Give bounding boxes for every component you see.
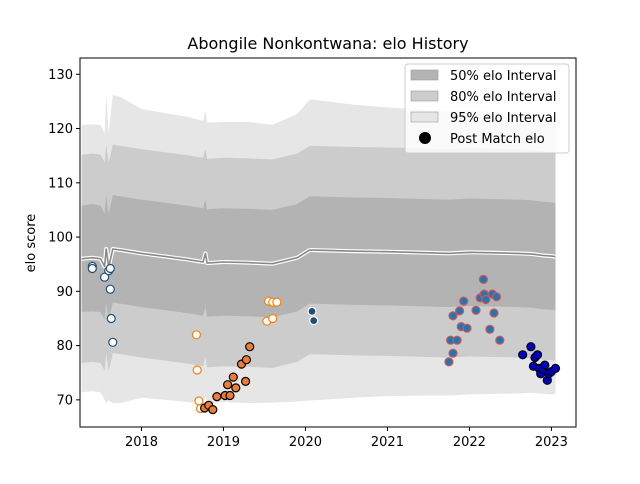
x-tick-label: 2020	[289, 435, 322, 450]
x-tick-label: 2023	[535, 435, 568, 450]
legend-swatch	[410, 69, 439, 81]
data-point	[491, 292, 502, 302]
data-point	[192, 365, 202, 375]
legend-label: 80% elo Interval	[450, 90, 557, 105]
legend-box	[404, 63, 570, 154]
data-point	[459, 296, 469, 306]
y-tick-label: 130	[48, 68, 73, 83]
y-tick-label: 70	[56, 393, 73, 408]
post-match-points	[87, 261, 561, 415]
data-point	[228, 372, 238, 382]
legend-swatch	[410, 111, 439, 123]
legend-label: Post Match elo	[450, 132, 545, 147]
data-point	[87, 263, 97, 274]
data-point	[212, 392, 222, 402]
data-point	[191, 330, 201, 340]
band-50	[81, 195, 556, 321]
data-point	[455, 306, 465, 316]
data-point	[462, 323, 472, 333]
x-tick-label: 2021	[371, 435, 404, 450]
data-point	[481, 294, 491, 305]
x-axis-ticks: 2018 2019 2020 2021 2022 2023	[125, 427, 568, 450]
y-tick-label: 110	[48, 176, 73, 191]
data-point	[485, 324, 495, 334]
y-axis-label: elo score	[24, 214, 39, 273]
legend-marker	[419, 132, 431, 144]
data-point	[495, 335, 505, 345]
legend-label: 50% elo Interval	[450, 69, 557, 84]
data-point	[448, 311, 458, 321]
chart-title: Abongile Nonkontwana: elo History	[187, 34, 468, 53]
plot-frame	[79, 57, 577, 428]
legend: 50% elo Interval 80% elo Interval 95% elo …	[404, 63, 570, 154]
data-point	[105, 284, 115, 294]
data-point	[518, 350, 528, 360]
data-point	[223, 380, 233, 390]
data-point	[478, 274, 488, 284]
data-point	[471, 305, 481, 315]
data-point	[526, 342, 536, 352]
y-tick-label: 90	[56, 285, 73, 300]
data-point	[452, 335, 462, 345]
data-point	[307, 306, 317, 316]
x-tick-label: 2022	[453, 435, 486, 450]
data-point	[105, 263, 115, 274]
data-point	[241, 355, 251, 365]
data-point	[532, 350, 543, 360]
legend-label: 95% elo Interval	[450, 111, 557, 126]
x-tick-label: 2019	[207, 435, 240, 450]
data-point	[245, 342, 255, 352]
data-point	[540, 360, 550, 370]
data-point	[99, 272, 110, 282]
data-point	[225, 390, 235, 401]
data-point	[272, 297, 282, 307]
data-point	[241, 376, 251, 386]
data-point	[268, 313, 278, 324]
y-tick-label: 120	[48, 122, 73, 137]
legend-swatch	[410, 90, 439, 102]
data-point	[108, 337, 118, 347]
data-point	[106, 313, 116, 324]
data-point	[550, 363, 561, 373]
data-point	[208, 405, 218, 415]
y-tick-label: 100	[48, 231, 73, 246]
y-axis-ticks: 70 80 90 100 110 120 130	[48, 68, 80, 408]
x-tick-label: 2018	[125, 435, 158, 450]
y-tick-label: 80	[56, 339, 73, 354]
data-point	[448, 348, 458, 358]
data-point	[489, 308, 499, 318]
data-point	[231, 383, 241, 393]
data-point	[309, 316, 319, 326]
data-point	[444, 357, 454, 367]
data-point	[194, 396, 204, 406]
